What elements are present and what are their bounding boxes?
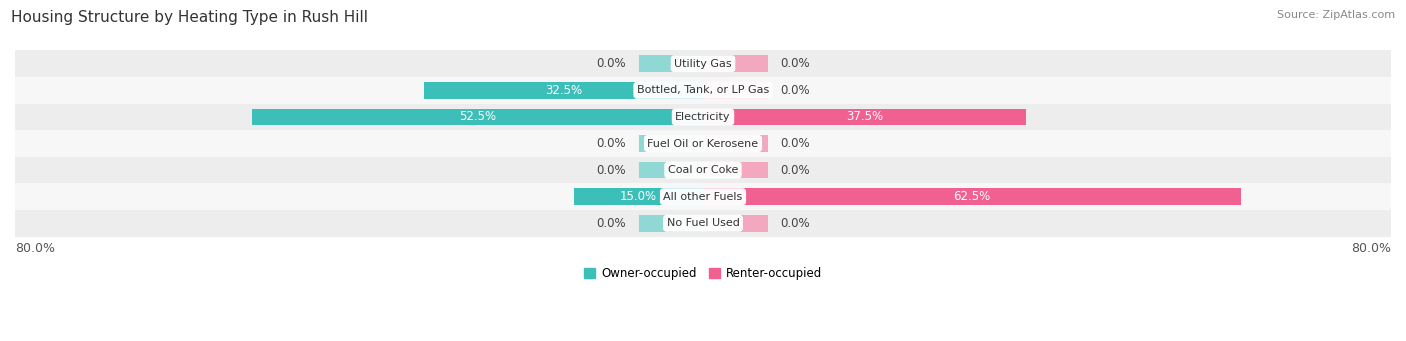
Text: Coal or Coke: Coal or Coke xyxy=(668,165,738,175)
Text: Bottled, Tank, or LP Gas: Bottled, Tank, or LP Gas xyxy=(637,85,769,95)
Bar xyxy=(15,157,1391,183)
Text: 0.0%: 0.0% xyxy=(780,84,810,97)
Bar xyxy=(574,189,703,205)
Bar xyxy=(423,82,703,99)
Text: 62.5%: 62.5% xyxy=(953,190,990,203)
Text: Fuel Oil or Kerosene: Fuel Oil or Kerosene xyxy=(647,138,759,149)
Text: 0.0%: 0.0% xyxy=(780,217,810,230)
Bar xyxy=(638,56,703,72)
Text: No Fuel Used: No Fuel Used xyxy=(666,218,740,228)
Text: 0.0%: 0.0% xyxy=(780,137,810,150)
Bar xyxy=(15,50,1391,77)
Text: 80.0%: 80.0% xyxy=(15,242,55,255)
Bar xyxy=(15,104,1391,130)
Text: Source: ZipAtlas.com: Source: ZipAtlas.com xyxy=(1277,10,1395,20)
Text: 32.5%: 32.5% xyxy=(544,84,582,97)
Text: 0.0%: 0.0% xyxy=(596,164,626,177)
Bar xyxy=(703,135,768,152)
Text: 15.0%: 15.0% xyxy=(620,190,657,203)
Bar xyxy=(15,130,1391,157)
Text: 52.5%: 52.5% xyxy=(458,110,496,123)
Bar xyxy=(703,109,1025,125)
Bar xyxy=(15,77,1391,104)
Bar xyxy=(15,210,1391,237)
Text: Housing Structure by Heating Type in Rush Hill: Housing Structure by Heating Type in Rus… xyxy=(11,10,368,25)
Text: All other Fuels: All other Fuels xyxy=(664,192,742,202)
Text: Electricity: Electricity xyxy=(675,112,731,122)
Bar xyxy=(703,189,1240,205)
Legend: Owner-occupied, Renter-occupied: Owner-occupied, Renter-occupied xyxy=(579,263,827,285)
Text: 0.0%: 0.0% xyxy=(596,57,626,70)
Bar xyxy=(638,135,703,152)
Bar xyxy=(703,215,768,232)
Text: 0.0%: 0.0% xyxy=(596,217,626,230)
Text: 0.0%: 0.0% xyxy=(780,57,810,70)
Bar xyxy=(703,82,768,99)
Text: 37.5%: 37.5% xyxy=(845,110,883,123)
Text: Utility Gas: Utility Gas xyxy=(675,59,731,69)
Text: 0.0%: 0.0% xyxy=(596,137,626,150)
Bar xyxy=(703,56,768,72)
Bar xyxy=(703,162,768,178)
Text: 80.0%: 80.0% xyxy=(1351,242,1391,255)
Text: 0.0%: 0.0% xyxy=(780,164,810,177)
Bar xyxy=(638,162,703,178)
Bar xyxy=(252,109,703,125)
Bar xyxy=(638,215,703,232)
Bar xyxy=(15,183,1391,210)
